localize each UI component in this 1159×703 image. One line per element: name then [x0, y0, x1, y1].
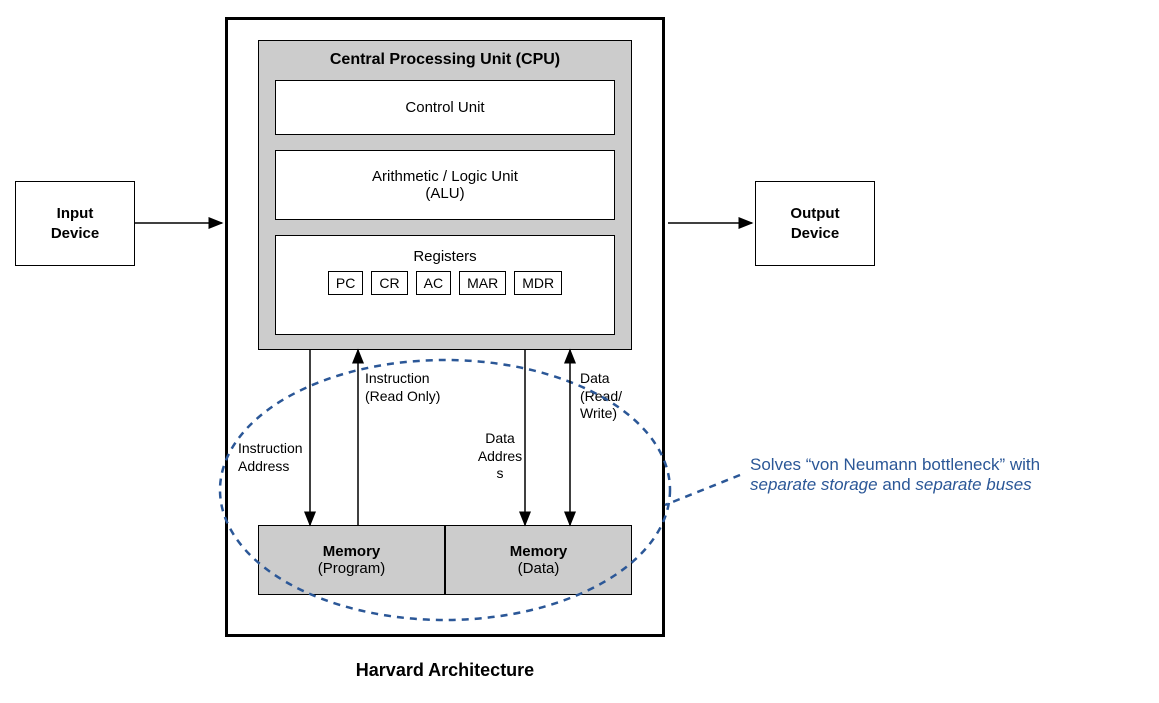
annotation-mid: and — [878, 475, 916, 494]
memory-data-sub: (Data) — [518, 560, 560, 577]
data-rw-line1: Data — [580, 370, 610, 386]
annotation-pre: Solves “von Neumann bottleneck” with — [750, 455, 1040, 474]
data-rw-line3: Write) — [580, 405, 617, 421]
output-device-line2: Device — [791, 225, 839, 242]
instr-addr-label: Instruction Address — [238, 440, 308, 475]
data-addr-line3: s — [497, 465, 504, 481]
register-pc: PC — [328, 271, 363, 295]
instr-read-label: Instruction (Read Only) — [365, 370, 455, 405]
registers-box: Registers PC CR AC MAR MDR — [275, 235, 615, 335]
register-ac: AC — [416, 271, 451, 295]
annotation-text: Solves “von Neumann bottleneck” with sep… — [750, 455, 1110, 495]
memory-program-box: Memory (Program) — [258, 525, 445, 595]
registers-title: Registers — [413, 248, 476, 265]
memory-data-box: Memory (Data) — [445, 525, 632, 595]
annotation-em2: separate buses — [915, 475, 1031, 494]
instr-addr-line2: Address — [238, 458, 289, 474]
input-device-line2: Device — [51, 225, 99, 242]
data-addr-label: Data Addres s — [470, 430, 530, 483]
memory-program-sub: (Program) — [318, 560, 386, 577]
data-rw-line2: (Read/ — [580, 388, 622, 404]
output-device-box: Output Device — [755, 181, 875, 266]
alu-box: Arithmetic / Logic Unit (ALU) — [275, 150, 615, 220]
register-mdr: MDR — [514, 271, 562, 295]
instr-read-line2: (Read Only) — [365, 388, 440, 404]
output-device-line1: Output — [790, 205, 839, 222]
input-device-line1: Input — [57, 205, 94, 222]
alu-line1: Arithmetic / Logic Unit — [372, 168, 518, 185]
input-device-box: Input Device — [15, 181, 135, 266]
memory-program-title: Memory — [323, 543, 381, 560]
register-mar: MAR — [459, 271, 506, 295]
instr-read-line1: Instruction — [365, 370, 430, 386]
registers-row: PC CR AC MAR MDR — [328, 271, 562, 295]
cpu-title: Central Processing Unit (CPU) — [259, 41, 631, 69]
instr-addr-line1: Instruction — [238, 440, 303, 456]
control-unit-label: Control Unit — [405, 99, 484, 116]
diagram-caption: Harvard Architecture — [300, 660, 590, 681]
control-unit-box: Control Unit — [275, 80, 615, 135]
memory-data-title: Memory — [510, 543, 568, 560]
annotation-leader — [665, 475, 740, 505]
alu-line2: (ALU) — [425, 185, 464, 202]
register-cr: CR — [371, 271, 407, 295]
annotation-em1: separate storage — [750, 475, 878, 494]
data-rw-label: Data (Read/ Write) — [580, 370, 635, 423]
data-addr-line1: Data — [485, 430, 515, 446]
data-addr-line2: Addres — [478, 448, 522, 464]
